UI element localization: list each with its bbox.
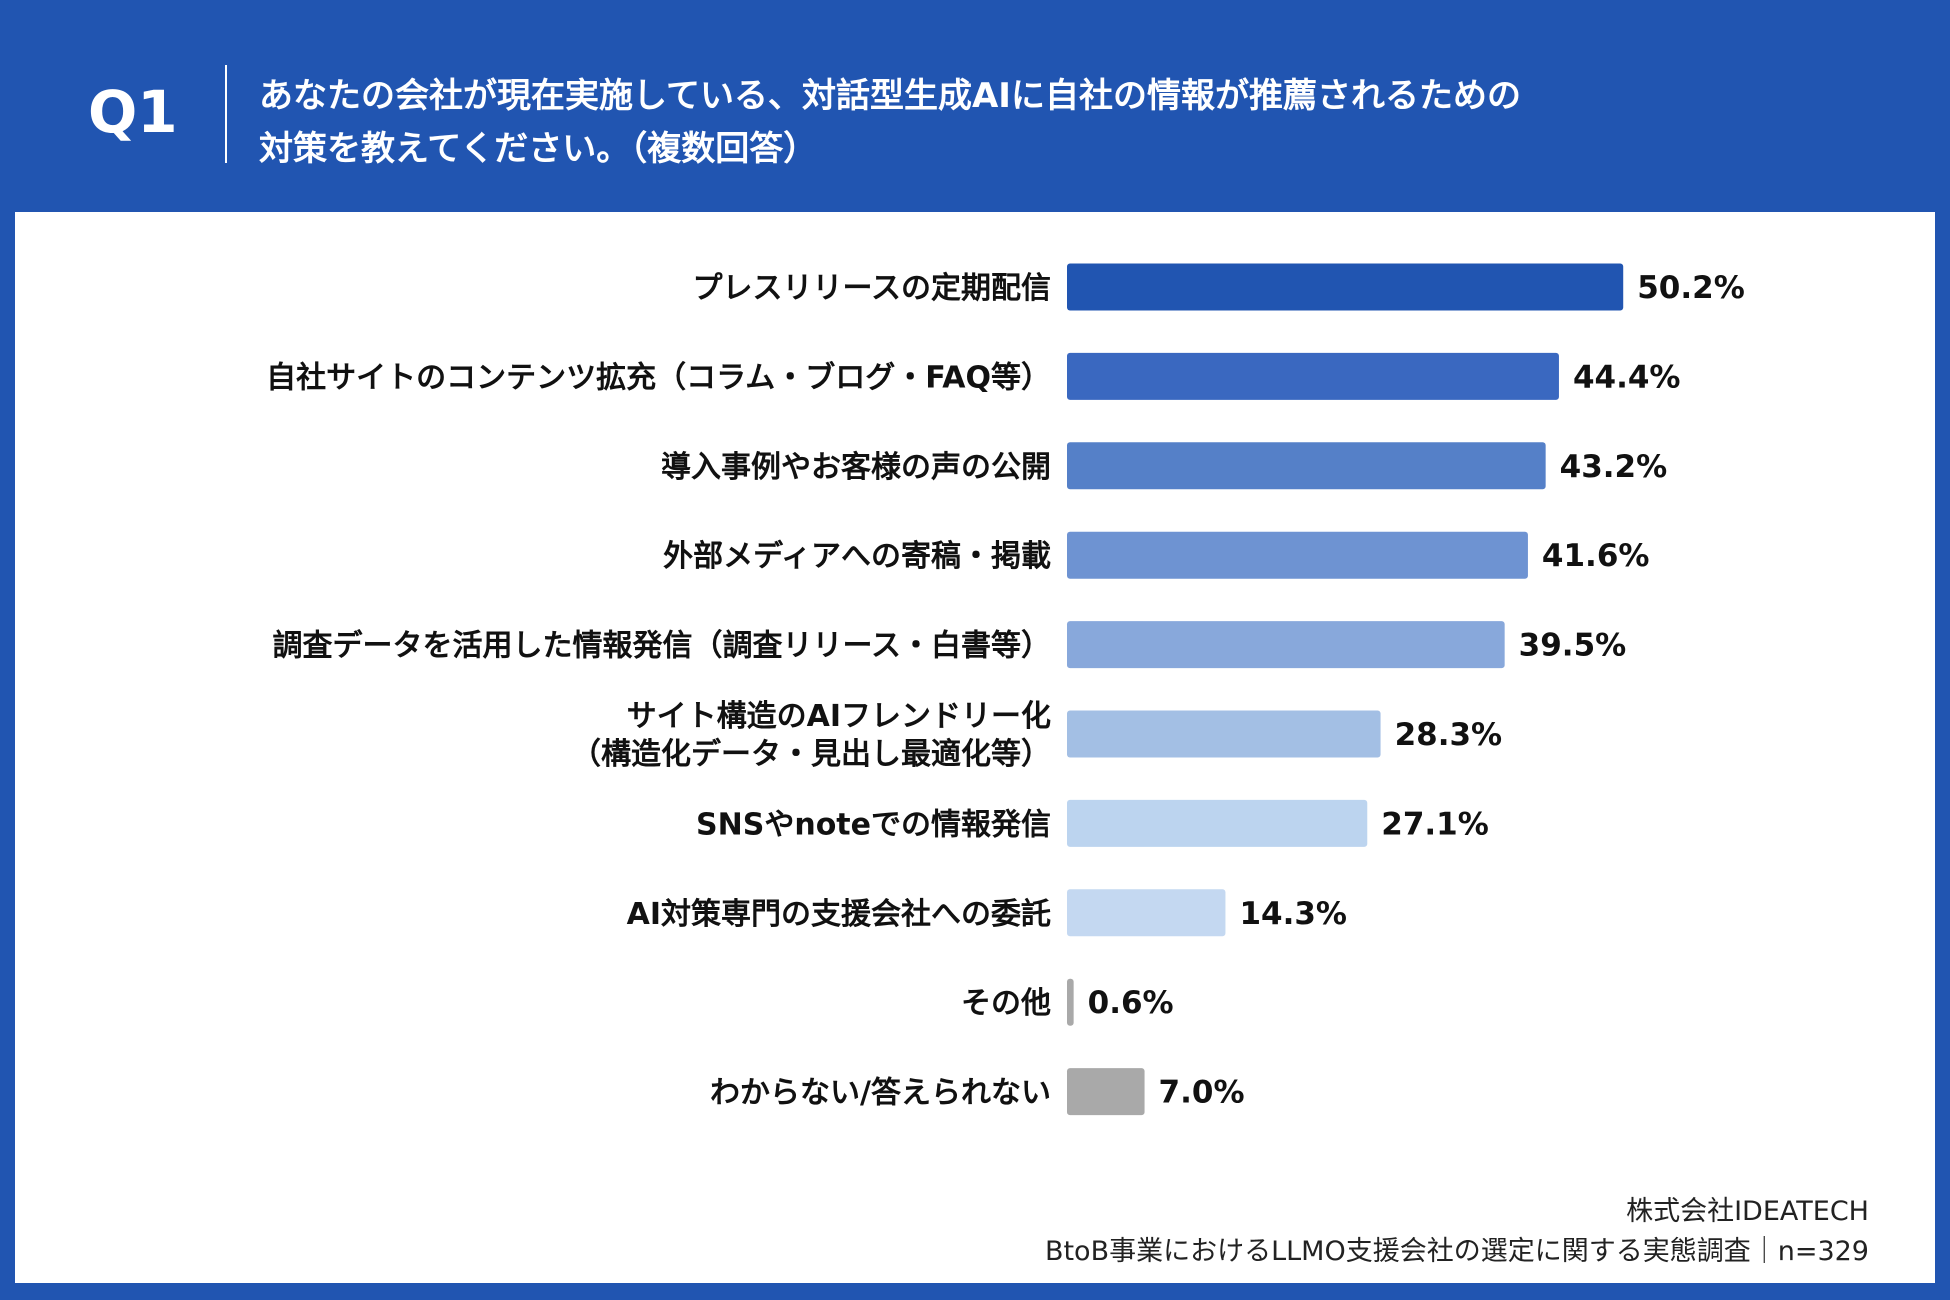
chart-panel: プレスリリースの定期配信 50.2% 自社サイトのコンテンツ拡充（コラム・ブログ・F… <box>15 212 1935 1283</box>
value-label: 41.6% <box>1542 538 1650 574</box>
value-label: 43.2% <box>1560 449 1668 485</box>
bar <box>1067 352 1559 400</box>
category-label: その他 <box>961 986 1051 1021</box>
value-label: 14.3% <box>1239 896 1347 932</box>
survey-name: BtoB事業におけるLLMO支援会社の選定に関する実態調査｜n=329 <box>1044 1236 1869 1267</box>
bar <box>1067 710 1381 758</box>
value-label: 7.0% <box>1159 1075 1245 1111</box>
value-label: 50.2% <box>1637 270 1745 306</box>
category-label: AI対策専門の支援会社への委託 <box>627 897 1051 932</box>
bar <box>1067 799 1368 847</box>
category-label: プレスリリースの定期配信 <box>693 271 1052 306</box>
bar <box>1067 889 1226 937</box>
category-label: SNSやnoteでの情報発信 <box>696 807 1051 842</box>
value-label: 44.4% <box>1573 359 1681 395</box>
value-label: 0.6% <box>1088 985 1174 1021</box>
bar <box>1067 531 1528 579</box>
company-name: 株式会社IDEATECH <box>1626 1196 1869 1227</box>
header-divider <box>225 65 227 163</box>
value-label: 39.5% <box>1519 628 1627 664</box>
bar <box>1067 1068 1145 1116</box>
bar <box>1067 442 1546 490</box>
bar <box>1067 263 1624 311</box>
value-label: 28.3% <box>1395 717 1503 753</box>
category-label: 自社サイトのコンテンツ拡充（コラム・ブログ・FAQ等） <box>266 360 1051 395</box>
bar <box>1067 978 1074 1026</box>
page-title: あなたの会社が現在実施している、対話型生成AIに自社の情報が推薦されるための 対… <box>259 76 1521 169</box>
bar <box>1067 621 1505 669</box>
category-label: 外部メディアへの寄稿・掲載 <box>663 539 1051 574</box>
source-note: 株式会社IDEATECH BtoB事業におけるLLMO支援会社の選定に関する実態… <box>1045 1192 1869 1272</box>
category-label: サイト構造のAIフレンドリー化（構造化データ・見出し最適化等） <box>571 699 1051 772</box>
category-label: わからない/答えられない <box>710 1076 1051 1111</box>
category-label: 導入事例やお客様の声の公開 <box>661 450 1051 485</box>
value-label: 27.1% <box>1381 806 1489 842</box>
question-number: Q1 <box>88 78 178 146</box>
category-label: 調査データを活用した情報発信（調査リリース・白書等） <box>273 629 1052 664</box>
bar-chart: プレスリリースの定期配信 50.2% 自社サイトのコンテンツ拡充（コラム・ブログ・F… <box>266 263 1745 1116</box>
